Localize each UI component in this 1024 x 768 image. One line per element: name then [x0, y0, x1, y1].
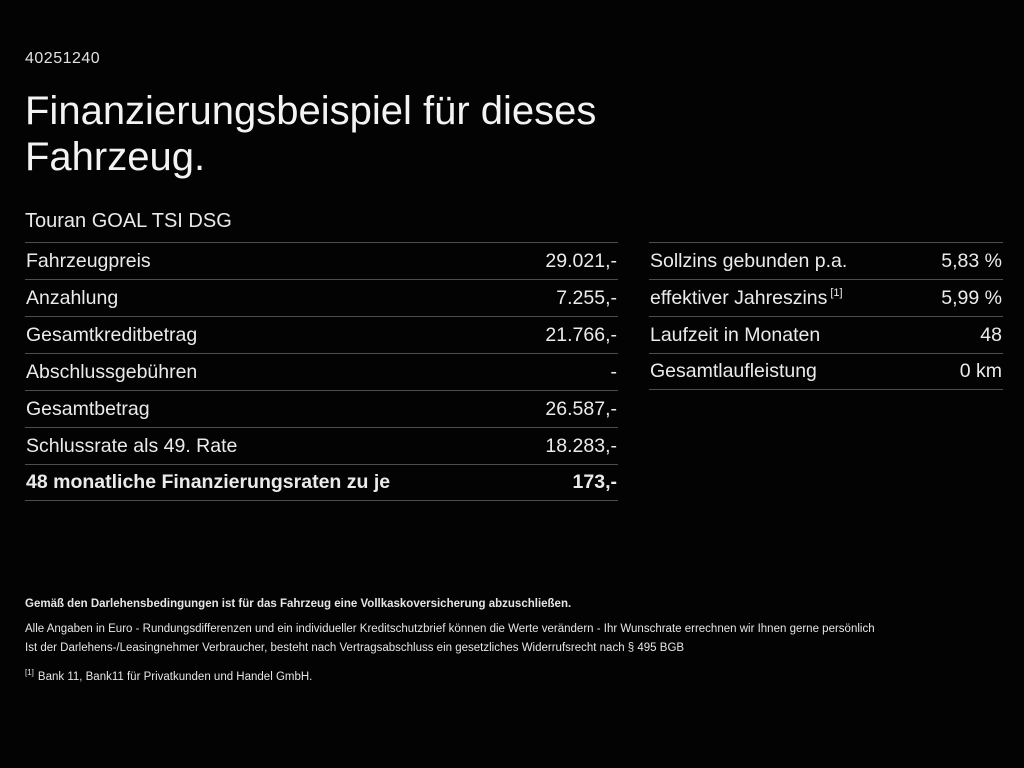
- document-number: 40251240: [25, 50, 101, 67]
- bank-footnote: [1] Bank 11, Bank11 für Privatkunden und …: [25, 668, 1002, 683]
- table-row: 48 monatliche Finanzierungsraten zu je 17…: [25, 464, 618, 501]
- insurance-note: Gemäß den Darlehensbedingungen ist für d…: [25, 598, 572, 610]
- row-label: Abschlussgebühren: [26, 360, 198, 383]
- disclaimer-note: Alle Angaben in Euro - Rundungsdifferenz…: [25, 623, 875, 635]
- footnote-marker: [1]: [830, 287, 843, 299]
- financing-tables: Fahrzeugpreis 29.021,- Anzahlung 7.255,- Ges…: [25, 242, 1003, 501]
- row-value: 0 km: [959, 360, 1002, 382]
- table-row: Gesamtkreditbetrag 21.766,-: [25, 316, 618, 353]
- row-value: 5,83 %: [941, 249, 1002, 272]
- table-row: Anzahlung 7.255,-: [25, 279, 618, 316]
- table-row: Laufzeit in Monaten 48: [648, 316, 1003, 353]
- row-value: 18.283,-: [545, 434, 617, 457]
- row-value: 173,-: [572, 471, 617, 493]
- table-row: Abschlussgebühren -: [25, 353, 618, 390]
- row-label: Laufzeit in Monaten: [649, 323, 821, 346]
- row-value: -: [610, 360, 617, 383]
- table-row: effektiver Jahreszins [1] 5,99 %: [648, 279, 1003, 316]
- row-label: 48 monatliche Finanzierungsraten zu je: [26, 471, 391, 493]
- row-label: Fahrzeugpreis: [26, 249, 151, 272]
- table-row: Gesamtlaufleistung 0 km: [648, 353, 1003, 390]
- row-label: Gesamtlaufleistung: [649, 360, 817, 382]
- table-row: Sollzins gebunden p.a. 5,83 %: [648, 242, 1003, 279]
- footnote-marker: [1]: [25, 668, 34, 677]
- row-label: Anzahlung: [26, 286, 119, 309]
- footnote-text: Bank 11, Bank11 für Privatkunden und Han…: [37, 670, 313, 683]
- row-value: 48: [980, 323, 1002, 346]
- row-label: Schlussrate als 49. Rate: [26, 434, 238, 457]
- row-label: effektiver Jahreszins [1]: [649, 286, 843, 309]
- row-value: 26.587,-: [545, 397, 617, 420]
- table-row: Gesamtbetrag 26.587,-: [25, 390, 618, 427]
- row-value: 7.255,-: [556, 286, 617, 309]
- table-row: Fahrzeugpreis 29.021,-: [25, 242, 618, 279]
- financing-conditions-table: Sollzins gebunden p.a. 5,83 % effektiver J…: [648, 242, 1003, 390]
- row-label: Sollzins gebunden p.a.: [649, 249, 848, 272]
- row-value: 5,99 %: [941, 286, 1002, 309]
- row-value: 29.021,-: [545, 249, 617, 272]
- vehicle-model: Touran GOAL TSI DSG: [25, 210, 232, 232]
- row-label: Gesamtkreditbetrag: [26, 323, 198, 346]
- withdrawal-note: Ist der Darlehens-/Leasingnehmer Verbrau…: [25, 642, 685, 654]
- row-value: 21.766,-: [545, 323, 617, 346]
- financing-details-table: Fahrzeugpreis 29.021,- Anzahlung 7.255,- Ges…: [25, 242, 618, 501]
- page-title: Finanzierungsbeispiel für dieses Fahrzeu…: [25, 89, 597, 179]
- row-label: Gesamtbetrag: [26, 397, 150, 420]
- legal-footer: Gemäß den Darlehensbedingungen ist für d…: [25, 598, 1002, 683]
- table-row: Schlussrate als 49. Rate 18.283,-: [25, 427, 618, 464]
